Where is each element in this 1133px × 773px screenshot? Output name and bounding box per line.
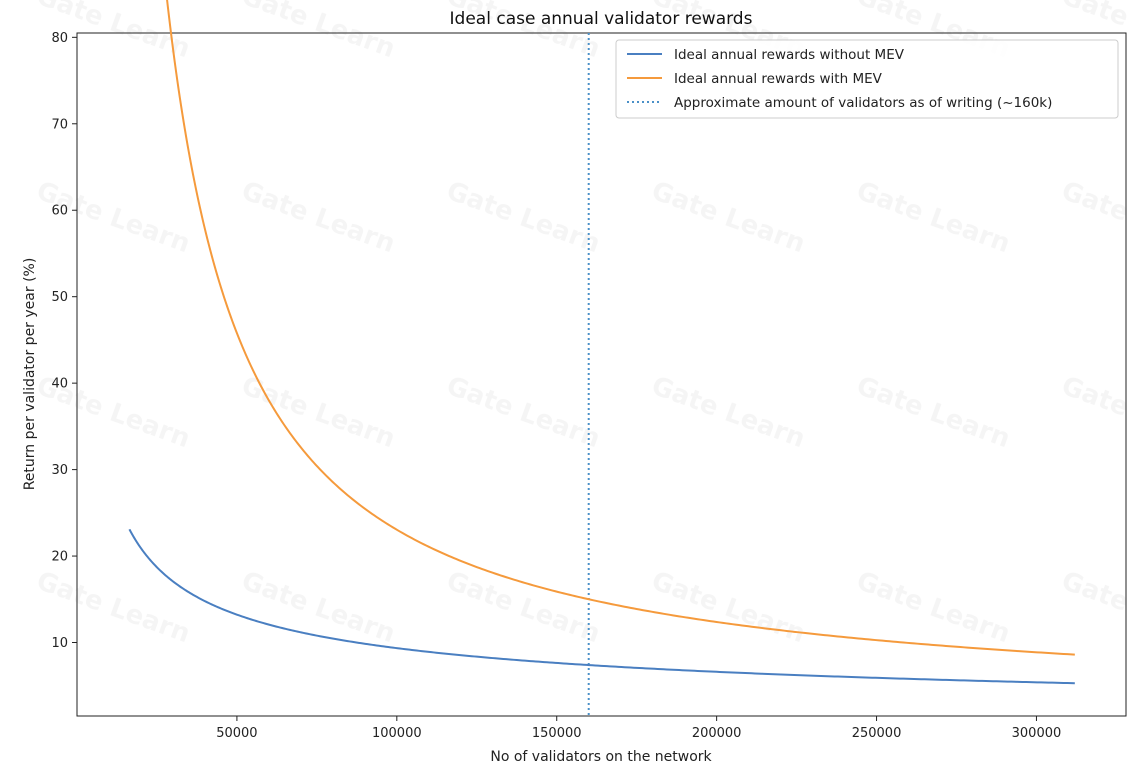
legend-label-without-mev: Ideal annual rewards without MEV: [674, 47, 905, 63]
watermark-text: Gate Learn: [237, 0, 399, 64]
watermark-text: Gate Learn: [237, 176, 399, 259]
y-tick-label: 40: [51, 377, 68, 392]
chart-title: Ideal case annual validator rewards: [450, 9, 753, 29]
y-tick-label: 30: [51, 463, 68, 478]
plot-frame: [76, 32, 1127, 717]
x-tick-label: 300000: [1012, 726, 1062, 741]
series-line-without-mev: [128, 528, 1075, 685]
y-tick-label: 50: [51, 290, 68, 305]
legend: Ideal annual rewards without MEV Ideal a…: [615, 39, 1119, 119]
watermark-text: Gate Learn: [852, 566, 1014, 649]
x-tick-label: 50000: [216, 726, 257, 741]
x-tick-label: 250000: [852, 726, 902, 741]
watermark-text: Gate Learn: [237, 371, 399, 454]
y-tick-label: 80: [51, 31, 68, 46]
x-axis: 50000 100000 150000 200000 250000 300000: [216, 716, 1061, 741]
legend-label-vline: Approximate amount of validators as of w…: [674, 95, 1052, 111]
watermark-text: Gate Learn: [1057, 176, 1133, 259]
legend-box: [615, 39, 1119, 119]
y-tick-label: 70: [51, 117, 68, 132]
watermark-text: Gate Learn: [647, 176, 809, 259]
legend-label-with-mev: Ideal annual rewards with MEV: [674, 71, 883, 87]
y-axis-label: Return per validator per year (%): [22, 258, 38, 491]
series-line-with-mev: [166, 0, 1075, 656]
x-tick-label: 200000: [692, 726, 742, 741]
y-axis: 10 20 30 40 50 60 70 80: [51, 31, 77, 651]
y-tick-label: 60: [51, 204, 68, 219]
y-tick-label: 10: [51, 636, 68, 651]
watermark-text: Gate Learn: [442, 176, 604, 259]
watermark-text: Gate Learn: [442, 566, 604, 649]
watermark-text: Gate Learn: [647, 566, 809, 649]
x-tick-label: 100000: [372, 726, 422, 741]
watermark-text: Gate Learn: [1057, 566, 1133, 649]
y-tick-label: 20: [51, 550, 68, 565]
x-axis-label: No of validators on the network: [490, 749, 712, 765]
series-layer: [128, 0, 1075, 716]
x-tick-label: 150000: [532, 726, 582, 741]
watermark-text: Gate Learn: [442, 371, 604, 454]
watermark-text: Gate Learn: [1057, 371, 1133, 454]
watermark-text: Gate Learn: [647, 371, 809, 454]
watermark-text: Gate Learn: [852, 176, 1014, 259]
watermark-text: Gate Learn: [852, 371, 1014, 454]
